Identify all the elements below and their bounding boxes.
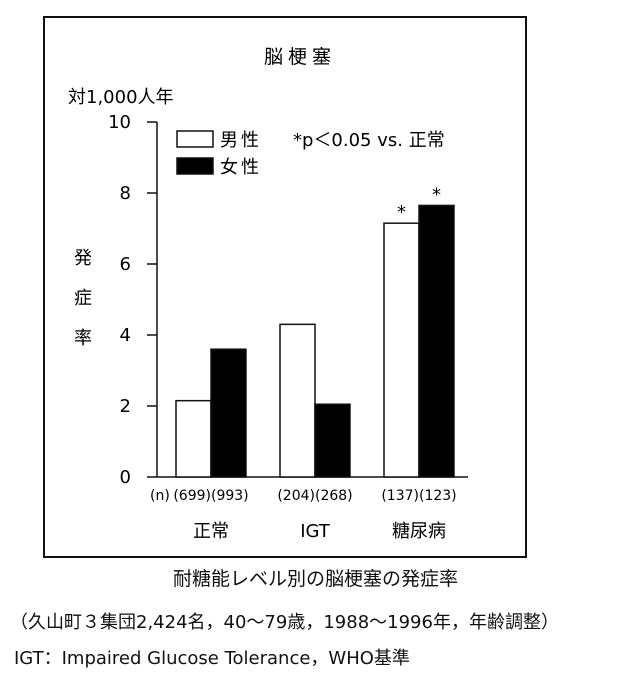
axes: 0 2 4 6 8 10 (699)(993) 正常 (204)(268) IGT (137)(12… bbox=[108, 112, 468, 542]
n-value: (204)(268) bbox=[277, 488, 352, 504]
legend-swatch bbox=[176, 157, 214, 175]
y-tick-label: 8 bbox=[120, 183, 131, 204]
chart-title: 脳梗塞 bbox=[264, 46, 336, 68]
significance-note: *p＜0.05 vs. 正常 bbox=[293, 130, 445, 151]
legend-swatch bbox=[176, 130, 214, 148]
bar-正常-女性 bbox=[210, 348, 247, 478]
y-axis-label: 発症率 bbox=[74, 248, 92, 349]
y-axis-label-char: 率 bbox=[74, 328, 92, 349]
study-note: （久山町３集団2,424名，40〜79歳，1988〜1996年，年齢調整） bbox=[10, 612, 559, 633]
x-tick-label: 糖尿病 bbox=[392, 521, 446, 542]
significance-mark: * bbox=[432, 184, 441, 205]
figure-caption: 耐糖能レベル別の脳梗塞の発症率 bbox=[172, 568, 458, 590]
bar-IGT-女性 bbox=[314, 403, 351, 478]
y-tick-label: 6 bbox=[120, 254, 131, 275]
unit-label: 対1,000人年 bbox=[68, 87, 174, 108]
x-tick-label: 正常 bbox=[193, 521, 229, 542]
y-tick-label: 0 bbox=[120, 467, 131, 488]
y-tick-label: 4 bbox=[120, 325, 131, 346]
y-axis-label-char: 発 bbox=[74, 248, 92, 269]
x-tick-label: IGT bbox=[300, 521, 331, 542]
significance-mark: * bbox=[397, 202, 406, 223]
legend-label: 女性 bbox=[220, 157, 262, 178]
n-value: (137)(123) bbox=[381, 488, 456, 504]
chart-frame bbox=[43, 16, 527, 558]
y-axis-label-char: 症 bbox=[74, 288, 92, 309]
n-label: (n) bbox=[150, 488, 170, 504]
n-value: (699)(993) bbox=[173, 488, 248, 504]
bar-正常-男性 bbox=[175, 399, 212, 478]
y-tick-label: 2 bbox=[120, 396, 131, 417]
igt-definition-note: IGT：Impaired Glucose Tolerance，WHO基準 bbox=[14, 648, 410, 669]
bar-糖尿病-女性 bbox=[418, 204, 455, 478]
bar-IGT-男性 bbox=[279, 323, 316, 478]
bars: ** bbox=[175, 184, 455, 478]
legend-label: 男性 bbox=[220, 130, 262, 151]
y-tick-label: 10 bbox=[108, 112, 131, 133]
bar-糖尿病-男性 bbox=[383, 222, 420, 478]
